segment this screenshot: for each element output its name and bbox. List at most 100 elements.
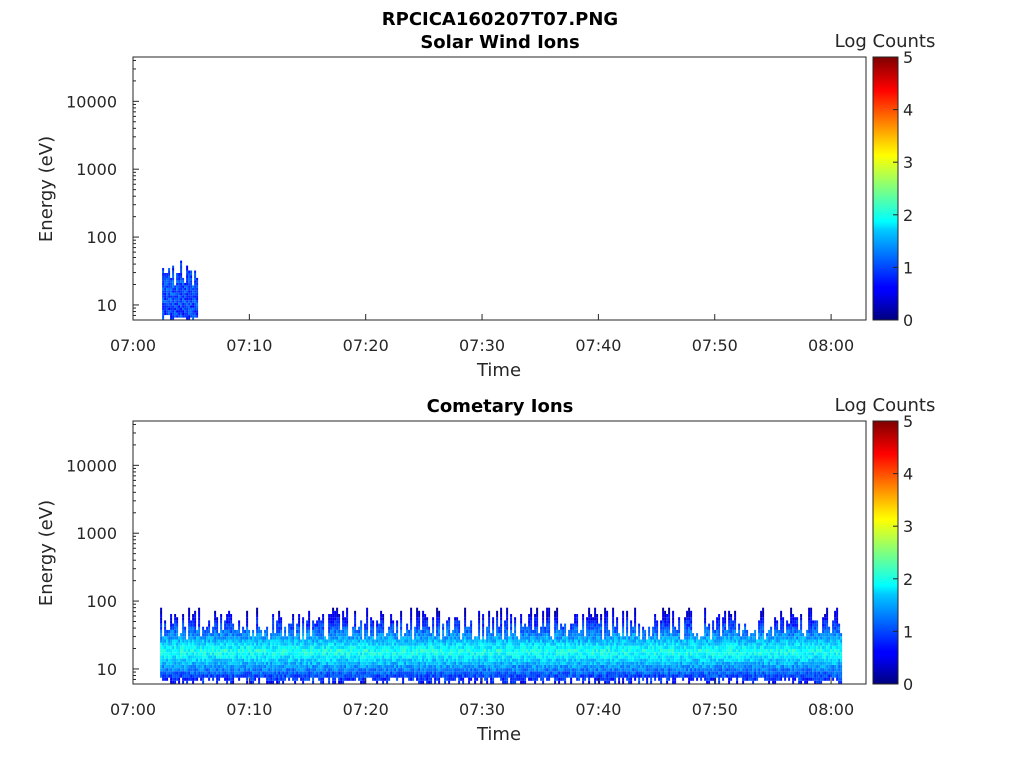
spectrogram-cell	[610, 664, 613, 669]
spectrogram-cell	[404, 664, 407, 669]
spectrogram-cell	[230, 636, 233, 640]
spectrogram-cell	[428, 664, 431, 669]
spectrogram-cell	[374, 652, 377, 656]
spectrogram-cell	[366, 642, 369, 646]
spectrogram-cell	[342, 649, 345, 653]
spectrogram-cell	[562, 636, 565, 640]
spectrogram-cell	[326, 671, 329, 675]
spectrogram-cell	[170, 626, 173, 630]
spectrogram-cell	[588, 614, 591, 618]
spectrogram-cell	[474, 645, 477, 649]
spectrogram-cell	[352, 661, 355, 665]
spectrogram-cell	[266, 636, 269, 640]
spectrogram-cell	[338, 649, 341, 653]
spectrogram-cell	[306, 655, 309, 659]
spectrogram-cell	[256, 610, 259, 614]
spectrogram-cell	[190, 315, 193, 318]
spectrogram-cell	[502, 661, 505, 665]
spectrogram-cell	[610, 636, 613, 640]
spectrogram-cell	[288, 629, 291, 634]
spectrogram-cell	[194, 275, 197, 278]
spectrogram-cell	[510, 658, 513, 662]
spectrogram-cell	[516, 645, 519, 649]
spectrogram-cell	[484, 664, 487, 669]
spectrogram-cell	[346, 677, 349, 681]
spectrogram-cell	[474, 636, 477, 640]
spectrogram-cell	[428, 658, 431, 662]
spectrogram-cell	[190, 300, 193, 303]
spectrogram-cell	[510, 652, 513, 656]
spectrogram-cell	[306, 639, 309, 643]
spectrogram-cell	[462, 661, 465, 665]
spectrogram-cell	[332, 617, 335, 621]
spectrogram-cell	[198, 652, 201, 656]
spectrogram-cell	[560, 664, 563, 669]
spectrogram-cell	[448, 629, 451, 634]
spectrogram-cell	[248, 661, 251, 665]
spectrogram-cell	[382, 617, 385, 621]
spectrogram-cell	[536, 620, 539, 624]
spectrogram-cell	[164, 280, 167, 283]
spectrogram-cell	[162, 317, 165, 320]
spectrogram-cell	[666, 636, 669, 640]
spectrogram-cell	[178, 642, 181, 646]
spectrogram-cell	[186, 652, 189, 656]
spectrogram-cell	[312, 639, 315, 643]
spectrogram-cell	[226, 661, 229, 665]
spectrogram-cell	[378, 674, 381, 678]
spectrogram-cell	[386, 661, 389, 665]
spectrogram-cell	[336, 664, 339, 669]
spectrogram-cell	[478, 664, 481, 669]
spectrogram-cell	[274, 661, 277, 665]
spectrogram-cell	[240, 636, 243, 640]
spectrogram-cell	[602, 645, 605, 649]
spectrogram-cell	[248, 658, 251, 662]
spectrogram-cell	[238, 623, 241, 627]
spectrogram-cell	[166, 636, 169, 640]
spectrogram-cell	[246, 655, 249, 659]
spectrogram-cell	[380, 671, 383, 675]
spectrogram-cell	[372, 655, 375, 659]
spectrogram-cell	[418, 614, 421, 618]
spectrogram-cell	[246, 677, 249, 681]
spectrogram-cell	[222, 658, 225, 662]
spectrogram-cell	[168, 645, 171, 649]
spectrogram-cell	[170, 290, 173, 293]
spectrogram-cell	[316, 623, 319, 627]
spectrogram-cell	[362, 664, 365, 669]
spectrogram-cell	[188, 315, 191, 318]
spectrogram-cell	[586, 652, 589, 656]
spectrogram-cell	[174, 287, 177, 291]
spectrogram-cell	[318, 645, 321, 649]
spectrogram-cell	[182, 297, 185, 301]
spectrogram-cell	[576, 677, 579, 681]
spectrogram-cell	[430, 642, 433, 646]
spectrogram-cell	[312, 633, 315, 637]
spectrogram-cell	[314, 658, 317, 662]
spectrogram-cell	[532, 655, 535, 659]
spectrogram-cell	[250, 677, 253, 681]
spectrogram-cell	[616, 674, 619, 678]
spectrogram-cell	[664, 614, 667, 618]
spectrogram-cell	[586, 617, 589, 621]
spectrogram-cell	[182, 642, 185, 646]
spectrogram-cell	[172, 312, 175, 316]
spectrogram-cell	[518, 642, 521, 646]
spectrogram-cell	[554, 655, 557, 659]
spectrogram-cell	[384, 636, 387, 640]
spectrogram-cell	[570, 674, 573, 678]
spectrogram-cell	[190, 623, 193, 627]
spectrogram-cell	[232, 671, 235, 675]
spectrogram-cell	[644, 633, 647, 637]
spectrogram-cell	[168, 639, 171, 643]
spectrogram-cell	[584, 671, 587, 675]
spectrogram-cell	[470, 620, 473, 624]
spectrogram-cell	[280, 649, 283, 653]
spectrogram-cell	[442, 652, 445, 656]
spectrogram-cell	[578, 645, 581, 649]
spectrogram-cell	[448, 620, 451, 624]
spectrogram-cell	[170, 636, 173, 640]
spectrogram-cell	[610, 677, 613, 681]
spectrogram-cell	[204, 639, 207, 643]
spectrogram-cell	[160, 623, 163, 627]
